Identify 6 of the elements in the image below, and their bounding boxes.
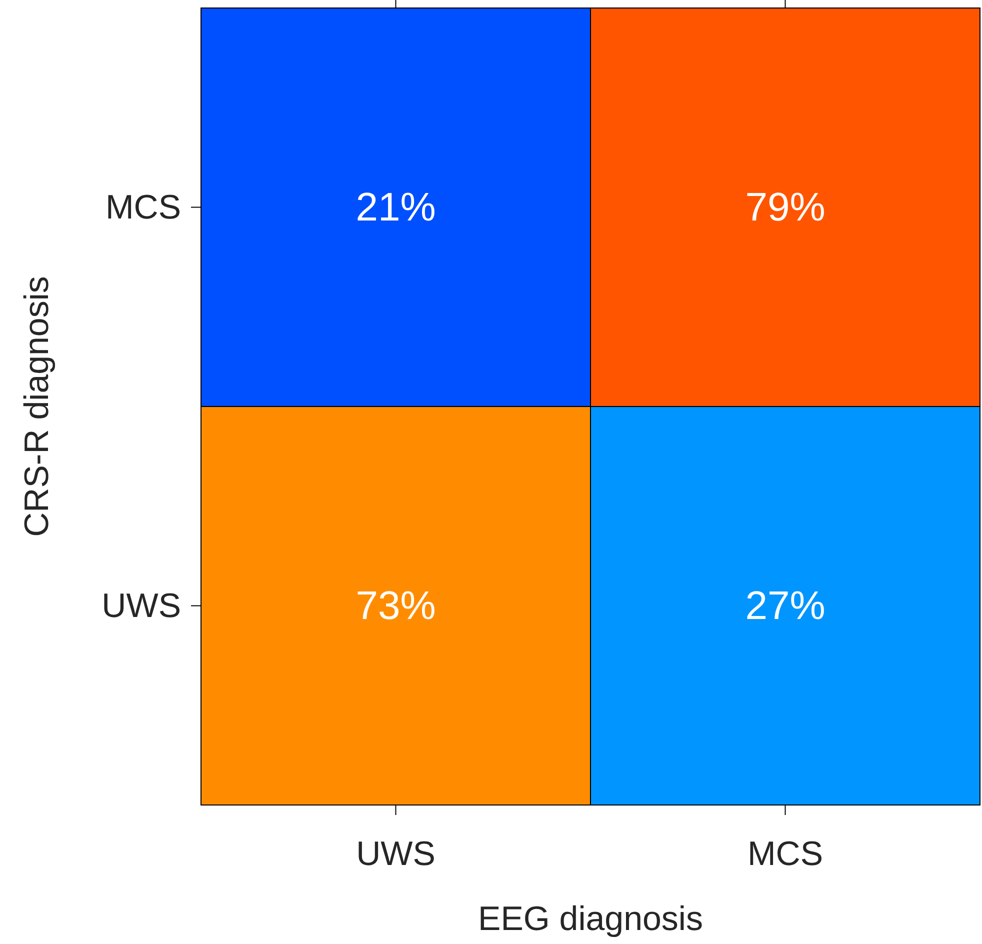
data-label: 21%: [356, 185, 436, 230]
y-axis-title: CRS-R diagnosis: [18, 276, 56, 537]
data-label: 79%: [745, 185, 826, 230]
x-axis-title: EEG diagnosis: [478, 900, 703, 938]
data-label: 27%: [745, 584, 826, 628]
data-label: 73%: [356, 584, 436, 628]
